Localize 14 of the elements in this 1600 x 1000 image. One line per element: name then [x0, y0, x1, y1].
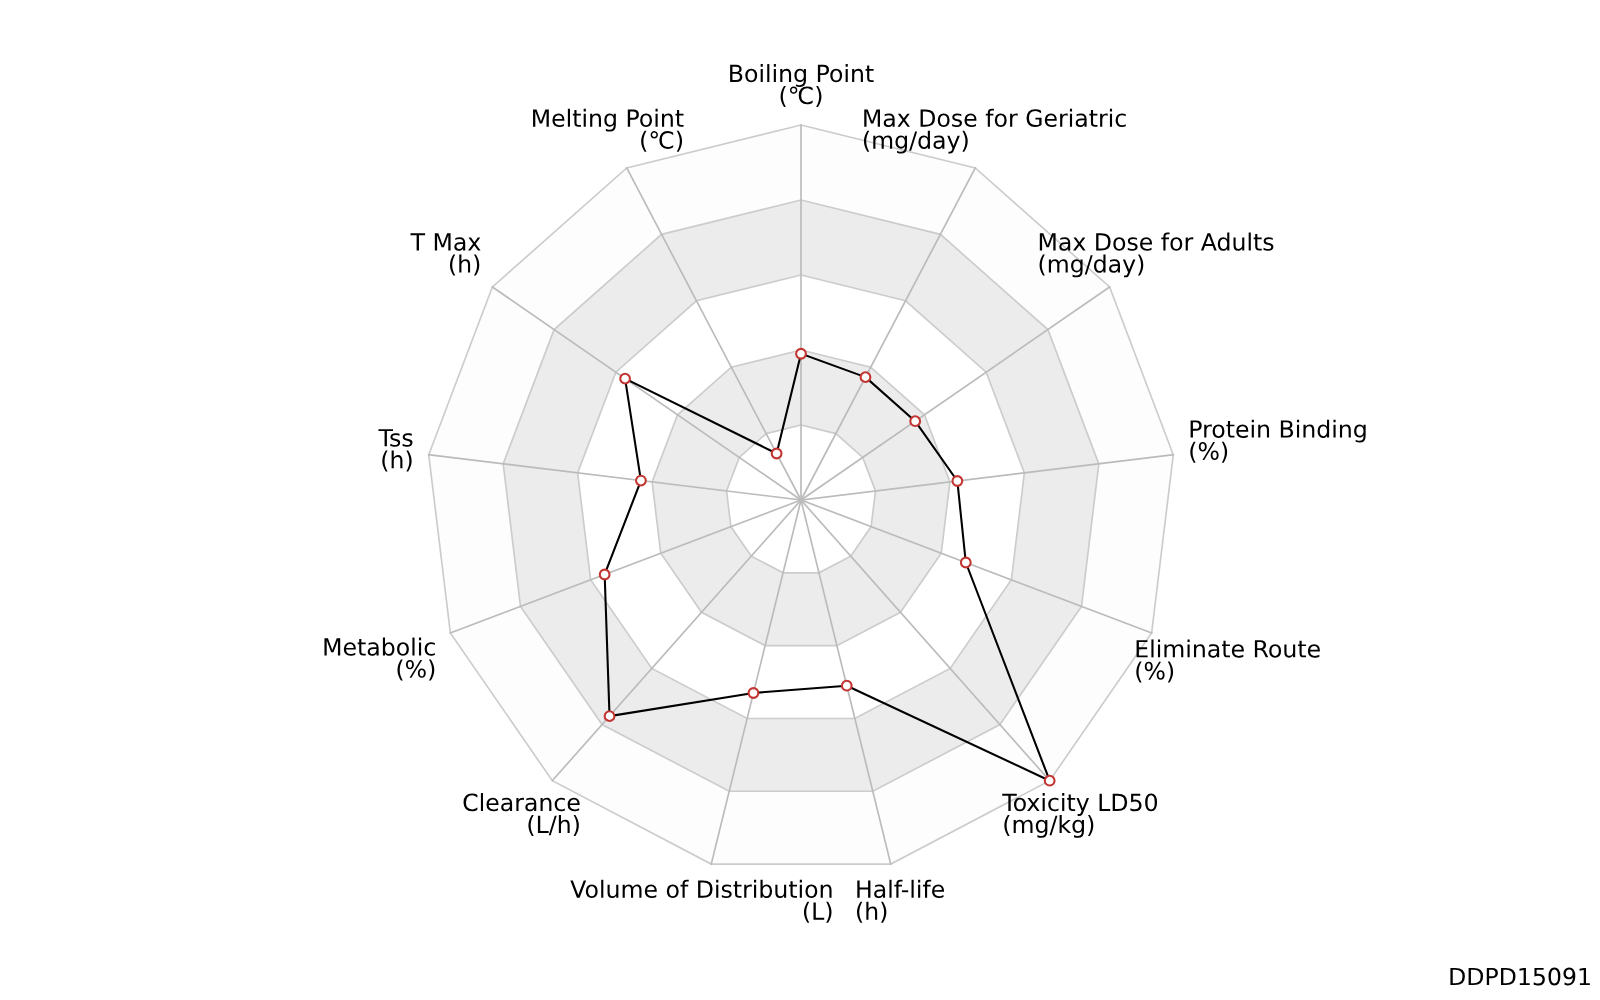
spoke-label: Protein Binding (%) — [1190, 419, 1366, 463]
spoke-label: Max Dose for Geriatric (mg/day) — [863, 108, 1126, 154]
spoke-label: Max Dose for Adults (mg/day) — [1039, 232, 1274, 278]
spoke-label: Eliminate Route (%) — [1136, 639, 1320, 683]
spoke-label: Metabolic (%) — [324, 637, 435, 681]
spoke-label: Half-life (h) — [857, 879, 945, 923]
spoke-label: Volume of Distribution (L) — [570, 879, 832, 923]
spoke-label: Melting Point (℃) — [533, 108, 684, 152]
spoke-label: Toxicity LD50 (mg/kg) — [1002, 793, 1158, 838]
spoke-label: Clearance (L/h) — [463, 793, 580, 837]
text: DDPD15091 — [1450, 967, 1590, 986]
spoke-label: Boiling Point (℃) — [730, 64, 874, 108]
spoke-label: T Max (h) — [410, 233, 481, 276]
spoke-label: Tss (h) — [378, 429, 413, 472]
